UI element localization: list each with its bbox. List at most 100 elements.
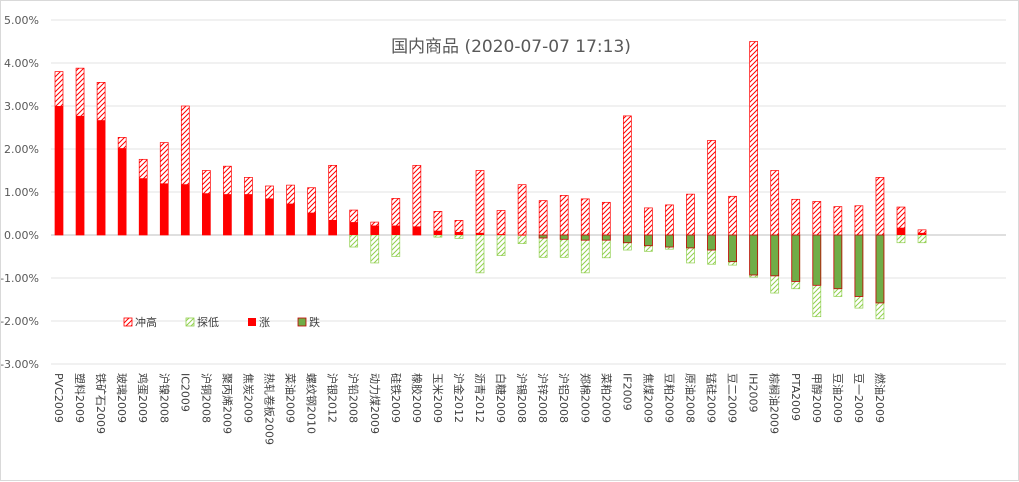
bar-up	[223, 194, 232, 235]
bar-high	[559, 195, 569, 236]
bar-high	[749, 41, 759, 236]
x-tick-label: 豆一2009	[852, 373, 865, 423]
bar-high	[538, 200, 548, 236]
bar-down	[580, 234, 590, 241]
x-tick-label: 沥青2012	[473, 373, 486, 423]
bar-down	[770, 234, 780, 277]
bar-low	[580, 234, 590, 274]
y-tick-label: 3.00%	[4, 100, 39, 113]
bar-up	[307, 212, 316, 235]
bar-up	[265, 198, 274, 235]
x-axis: PVC2009 塑料2009 铁矿石2009 玻璃2009 鸡蛋2009 沪镍2008 IC…	[52, 373, 887, 445]
bar-high	[644, 207, 653, 236]
x-tick-label: 鸡蛋2009	[136, 373, 150, 423]
bar-low	[917, 234, 927, 244]
bar-down	[854, 234, 864, 297]
x-tick-label: 铁矿石2009	[94, 373, 107, 434]
bar-high	[622, 115, 632, 236]
x-tick-label: 沪锡2008	[515, 373, 529, 423]
bar-down	[559, 234, 569, 240]
x-tick-label: 燃油2009	[873, 373, 887, 423]
bar-high	[412, 164, 422, 236]
bar-up	[433, 230, 442, 235]
bar-down	[812, 234, 822, 286]
bar-high	[812, 201, 822, 236]
bar-down	[707, 234, 716, 251]
legend-swatch-high	[123, 317, 133, 327]
bar-low	[517, 234, 527, 244]
x-tick-label: 沪银2012	[326, 373, 340, 423]
x-tick-label: PTA2009	[789, 373, 802, 421]
x-tick-label: 郑棉2009	[578, 373, 592, 423]
legend-label-down: 跌	[309, 315, 320, 329]
bar-up	[497, 234, 506, 236]
x-tick-label: 沪铅2008	[347, 373, 361, 423]
gridlines	[51, 19, 1006, 365]
legend-item-high: 冲高	[123, 315, 157, 329]
bar-down	[728, 234, 737, 263]
x-tick-label: IC2009	[178, 373, 191, 412]
bar-high	[728, 195, 737, 236]
bar-up	[160, 183, 169, 235]
y-tick-label: -1.00%	[1, 272, 39, 285]
x-tick-label: 沪铜2008	[199, 373, 213, 423]
bar-up	[918, 232, 927, 235]
bar-up	[97, 120, 106, 235]
x-tick-label: 沪镍2008	[157, 373, 171, 423]
x-tick-label: 豆二2009	[726, 373, 739, 423]
x-tick-label: 热轧卷板2009	[263, 373, 277, 445]
legend-item-low: 探低	[185, 316, 219, 329]
y-axis: -3.00% -2.00% -1.00% 0.00% 1.00% 2.00% 3.00% 4.…	[1, 14, 39, 371]
bar-down	[665, 234, 674, 248]
bar-low	[349, 234, 359, 248]
bar-down	[875, 234, 885, 304]
x-tick-label: 豆粕2009	[662, 373, 676, 423]
bar-up	[328, 219, 337, 235]
x-tick-label: 白糖2009	[494, 373, 508, 423]
legend-label-low: 探低	[197, 316, 219, 329]
bars	[54, 41, 927, 320]
legend: 冲高 探低 涨 跌	[123, 315, 320, 329]
bar-down	[791, 234, 801, 282]
bar-up	[349, 222, 358, 235]
bar-up	[476, 232, 484, 235]
bar-high	[686, 193, 695, 236]
x-tick-label: 沪锌2008	[536, 373, 550, 423]
bar-low	[454, 234, 464, 239]
bar-up	[202, 193, 211, 235]
y-tick-label: 0.00%	[4, 229, 39, 242]
y-tick-label: -3.00%	[1, 358, 39, 371]
x-tick-label: 聚丙烯2009	[220, 373, 233, 434]
bar-high	[770, 170, 780, 236]
bar-up	[76, 115, 85, 235]
x-tick-label: 菜油2009	[284, 373, 298, 423]
bar-up	[391, 225, 400, 235]
x-tick-label: 硅铁2009	[389, 373, 402, 423]
bar-down	[622, 234, 632, 244]
x-tick-label: IF2009	[620, 373, 633, 411]
bar-high	[601, 201, 611, 236]
y-tick-label: 1.00%	[4, 186, 39, 199]
legend-item-up: 涨	[248, 316, 270, 329]
x-tick-label: 菜粕2009	[599, 373, 613, 423]
x-tick-label: 橡胶2009	[410, 373, 424, 423]
bar-up	[118, 148, 127, 235]
bar-up	[897, 227, 905, 235]
bar-down	[538, 234, 548, 239]
bar-low	[896, 234, 906, 244]
x-tick-label: 焦煤2009	[641, 373, 654, 423]
bar-high	[580, 198, 590, 236]
bar-down	[833, 234, 843, 290]
bar-up	[286, 203, 295, 235]
bar-up	[244, 194, 253, 235]
bar-high	[854, 205, 864, 236]
bar-low	[370, 234, 380, 264]
y-tick-label: 5.00%	[4, 14, 39, 27]
bar-down	[749, 234, 759, 276]
bar-high	[707, 140, 716, 236]
bar-up	[181, 184, 190, 235]
x-tick-label: 棕榈油2009	[768, 373, 782, 434]
x-tick-label: 玻璃2009	[115, 373, 129, 423]
